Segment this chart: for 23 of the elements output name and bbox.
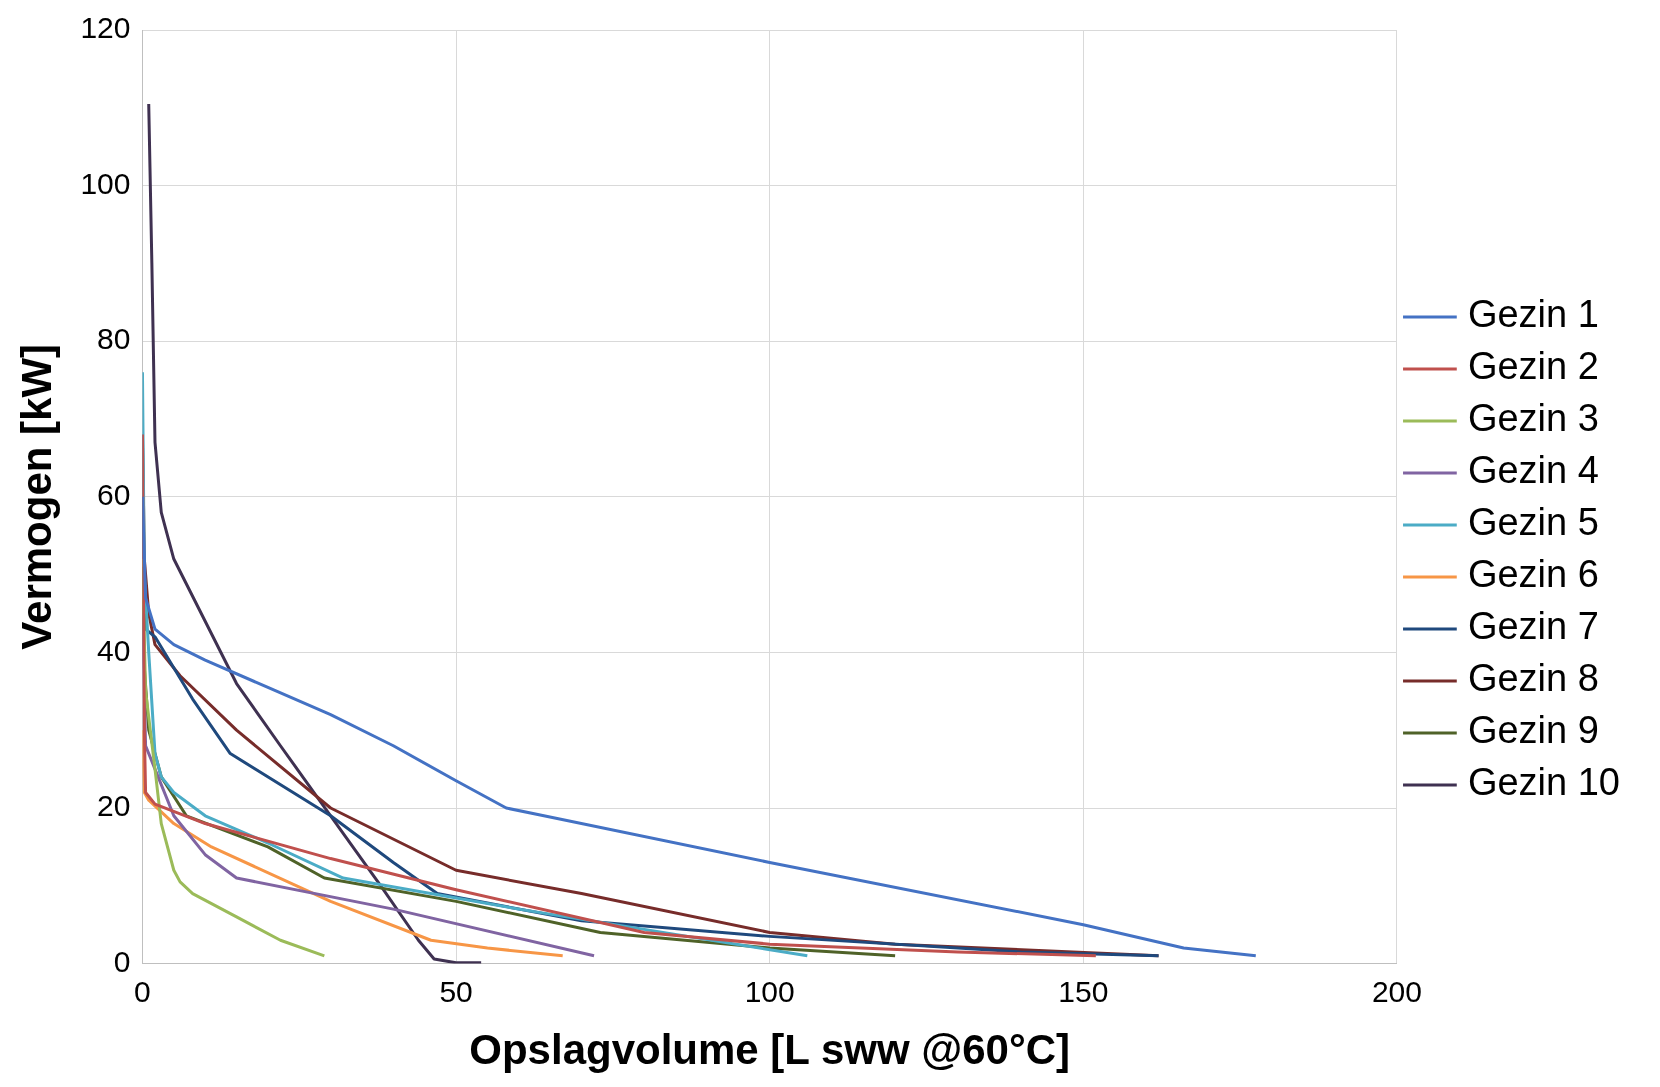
x-tick-label: 50 xyxy=(439,974,473,1008)
legend-label: Gezin 7 xyxy=(1467,605,1599,648)
legend-label: Gezin 6 xyxy=(1467,553,1599,596)
legend-label: Gezin 1 xyxy=(1467,293,1599,336)
legend-label: Gezin 4 xyxy=(1467,449,1599,492)
legend-label: Gezin 10 xyxy=(1467,761,1620,804)
y-tick-label: 20 xyxy=(97,789,131,823)
y-tick-label: 100 xyxy=(80,166,131,200)
y-tick-label: 40 xyxy=(97,633,131,667)
legend-label: Gezin 5 xyxy=(1467,501,1599,544)
x-tick-label: 150 xyxy=(1058,974,1109,1008)
x-axis-title: Opslagvolume [L sww @60°C] xyxy=(469,1026,1071,1074)
y-tick-label: 0 xyxy=(113,944,131,978)
legend-label: Gezin 9 xyxy=(1467,709,1599,752)
y-tick-label: 120 xyxy=(80,11,131,45)
y-tick-label: 60 xyxy=(97,478,131,512)
legend-label: Gezin 8 xyxy=(1467,657,1599,700)
legend-label: Gezin 3 xyxy=(1467,397,1599,440)
x-tick-label: 100 xyxy=(744,974,795,1008)
x-tick-label: 200 xyxy=(1371,974,1422,1008)
legend-label: Gezin 2 xyxy=(1467,345,1599,388)
y-tick-label: 80 xyxy=(97,322,131,356)
y-axis-title: Vermogen [kW] xyxy=(12,343,60,650)
